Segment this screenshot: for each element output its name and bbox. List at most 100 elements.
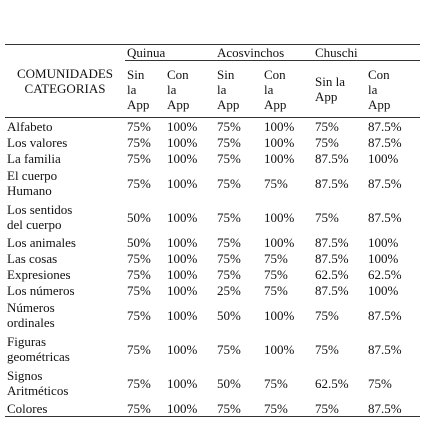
cell: 87.5% — [368, 134, 402, 150]
cell: 87.5% — [368, 175, 402, 191]
text-line: Expresiones — [7, 266, 71, 282]
cell: 100% — [167, 209, 198, 225]
text-line: COMUNIDADES — [16, 66, 114, 81]
text-line: Figuras — [7, 334, 46, 349]
cell: 75% — [264, 266, 288, 282]
text-line: geométricas — [7, 349, 70, 364]
cell: 50% — [217, 375, 241, 391]
text-line: Los valores — [7, 134, 68, 150]
data-row: Los números 75% 100% 25% 75% 87.5% 100% — [5, 282, 420, 298]
cell: 87.5% — [315, 150, 349, 166]
text-line: App — [368, 96, 391, 112]
text-line: Los sentidos — [7, 202, 73, 217]
text-line: App — [217, 96, 240, 112]
row-label: Números ordinales — [5, 298, 125, 332]
text-line: Alfabeto — [7, 118, 53, 134]
subheader: Sin la App — [313, 60, 367, 118]
corner-header: COMUNIDADES CATEGORIAS — [5, 44, 125, 118]
cell: 75% — [217, 150, 241, 166]
text-line: Colores — [7, 400, 48, 416]
text-line: Las cosas — [7, 250, 58, 266]
text-line: App — [127, 96, 150, 112]
cell: 75% — [217, 234, 241, 250]
text-line: del cuerpo — [7, 217, 62, 232]
row-label: Figuras geométricas — [5, 332, 125, 366]
data-row: Las cosas 75% 100% 75% 75% 87.5% 100% — [5, 250, 420, 266]
row-label: Los sentidos del cuerpo — [5, 200, 125, 234]
cell: 75% — [217, 118, 241, 134]
text-line: Los números — [7, 282, 75, 298]
cell: 100% — [264, 118, 295, 134]
cell: 75% — [215, 400, 262, 417]
cell: 100% — [167, 175, 198, 191]
text-line: App — [264, 96, 287, 112]
cell: 87.5% — [366, 400, 421, 417]
data-row: Los valores 75% 100% 75% 100% 75% 87.5% — [5, 134, 420, 150]
text-line: la — [264, 81, 274, 97]
text-line: Aritméticos — [7, 383, 69, 398]
cell: 62.5% — [315, 375, 349, 391]
subheader: Con la App — [262, 60, 314, 118]
cell: 100% — [165, 400, 215, 417]
data-row: Colores 75% 100% 75% 75% 75% 87.5% — [5, 400, 421, 417]
data-row: Alfabeto 75% 100% 75% 100% 75% 87.5% — [5, 118, 420, 135]
cell: 87.5% — [315, 234, 349, 250]
cell: 62.5% — [315, 266, 349, 282]
cell: 75% — [313, 400, 367, 417]
cell: 100% — [264, 209, 295, 225]
cell: 75% — [368, 375, 392, 391]
cell: 75% — [127, 150, 151, 166]
cell: 100% — [167, 266, 198, 282]
cell: 62.5% — [368, 266, 402, 282]
group-header: Acosvinchos — [215, 44, 314, 61]
cell: 87.5% — [368, 341, 402, 357]
data-row: El cuerpo Humano 75% 100% 75% 75% 87.5% 87.5% — [5, 166, 420, 200]
cell: 100% — [368, 234, 399, 250]
text-line: App — [167, 96, 190, 112]
row-label: Los valores — [5, 134, 125, 150]
text-line: la — [167, 81, 177, 97]
cell: 75% — [264, 375, 288, 391]
text-line: la — [368, 81, 378, 97]
cell: 100% — [167, 282, 198, 298]
subheader: Con la App — [165, 60, 215, 118]
cell: 75% — [127, 266, 151, 282]
text-line: Los animales — [7, 234, 76, 250]
cell: 100% — [264, 150, 295, 166]
cell: 75% — [217, 341, 241, 357]
subheader: Sin la App — [125, 60, 165, 118]
cell: 100% — [167, 307, 198, 323]
cell: 75% — [315, 134, 339, 150]
cell: 100% — [167, 134, 198, 150]
text-line: la — [127, 81, 137, 97]
text-line: CATEGORIAS — [24, 81, 106, 96]
text-line: Sin — [127, 66, 145, 82]
text-line: ordinales — [7, 315, 55, 330]
text-line: La familia — [7, 150, 61, 166]
row-label: Signos Aritméticos — [5, 366, 125, 400]
cell: 75% — [125, 400, 165, 417]
cell: 87.5% — [368, 307, 402, 323]
cell: 75% — [127, 134, 151, 150]
data-row: Signos Aritméticos 75% 100% 50% 75% 62.5% 75% — [5, 366, 420, 400]
text-line: Números — [7, 300, 55, 315]
text-line: Signos — [7, 368, 43, 383]
group-row: COMUNIDADES CATEGORIAS Quinua Acosvinchos Ch… — [5, 44, 421, 118]
cell: 100% — [368, 150, 399, 166]
row-label: Los animales — [5, 234, 125, 250]
cell: 75% — [127, 250, 151, 266]
row-label: La familia — [5, 150, 125, 166]
data-row: Expresiones 75% 100% 75% 75% 62.5% 62.5% — [5, 266, 420, 282]
cell: 87.5% — [315, 282, 349, 298]
group-header: Quinua — [125, 44, 215, 61]
data-row: Los sentidos del cuerpo 50% 100% 75% 100% 75% 8… — [5, 200, 420, 234]
cell: 75% — [127, 282, 151, 298]
cell: 50% — [127, 234, 151, 250]
cell: 100% — [167, 234, 198, 250]
text-line: Con — [368, 66, 390, 82]
cell: 100% — [167, 150, 198, 166]
cell: 100% — [368, 250, 399, 266]
cell: 87.5% — [315, 250, 349, 266]
row-label: Alfabeto — [5, 118, 125, 135]
cell: 100% — [264, 307, 295, 323]
